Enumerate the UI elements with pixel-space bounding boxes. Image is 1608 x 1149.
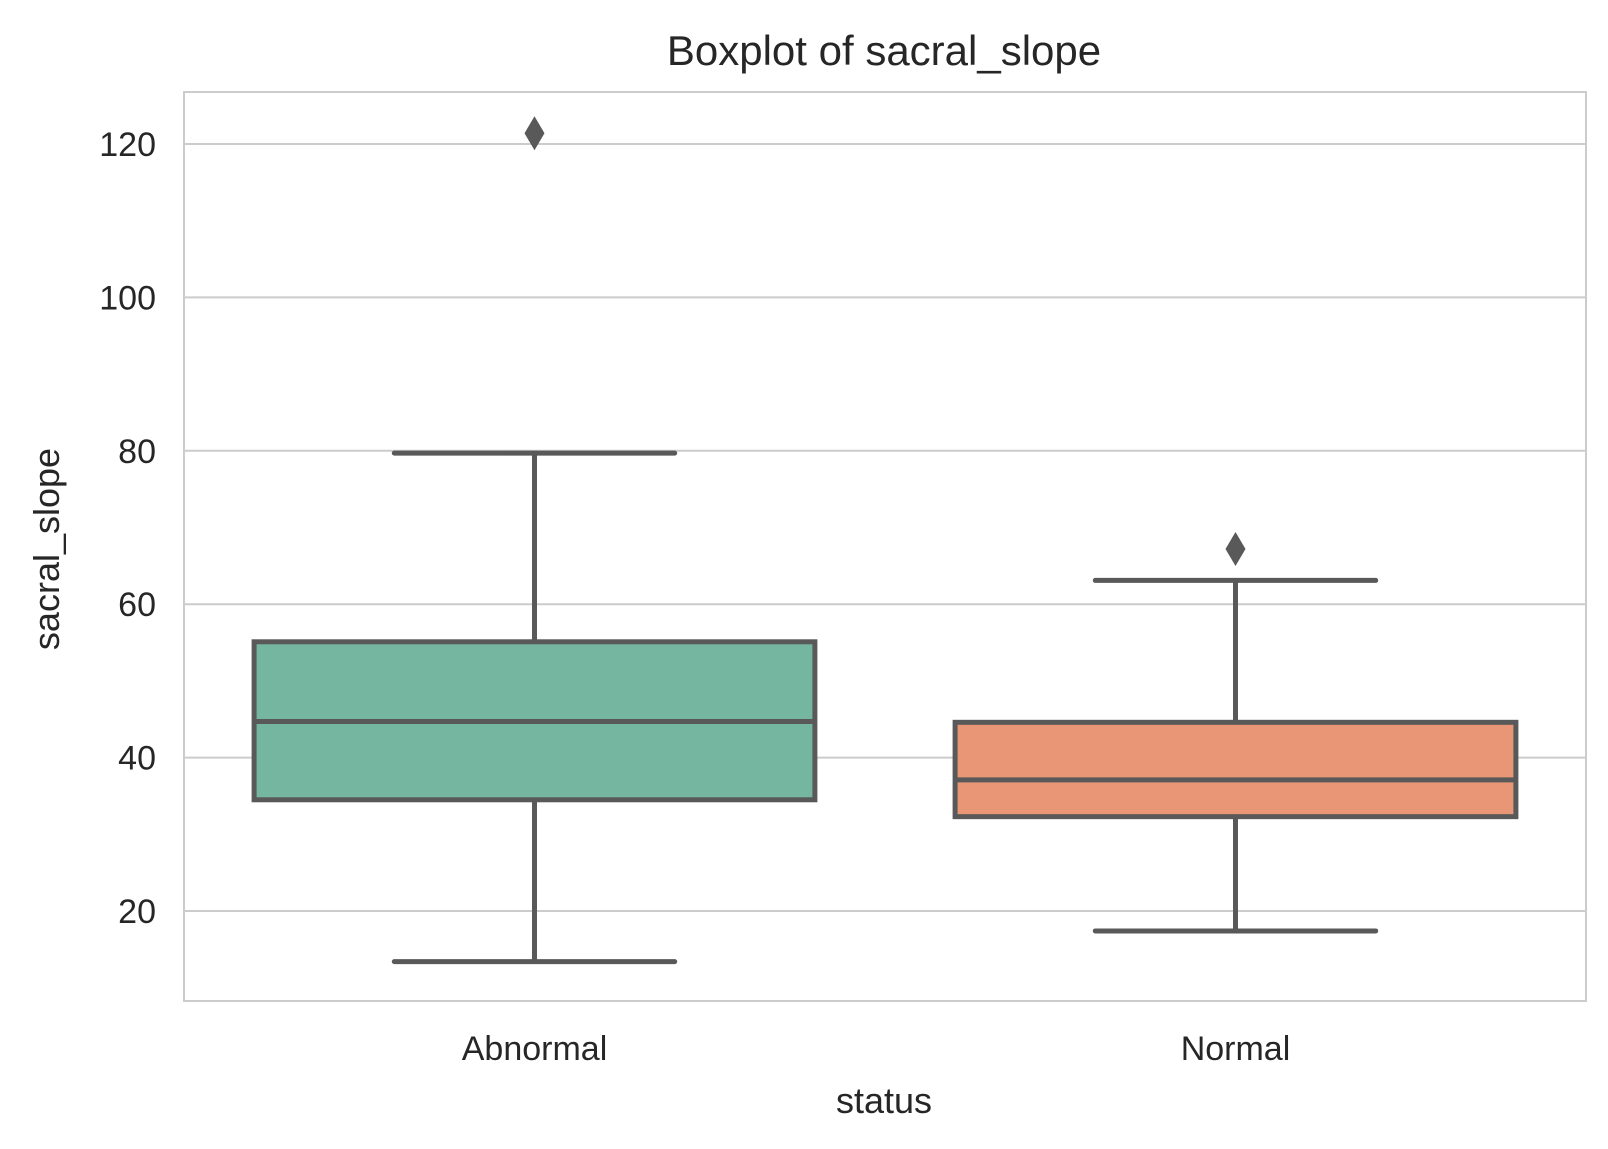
box-body-normal	[952, 719, 1519, 820]
x-tick-label-normal: Normal	[1181, 1030, 1291, 1068]
outlier-marker-normal-0	[1225, 531, 1246, 566]
y-axis-label: sacral_slope	[26, 448, 67, 650]
x-axis-label: status	[836, 1080, 932, 1121]
tick-labels: 20 40 60 80 100 120 Abnormal Normal	[99, 126, 1290, 1068]
box-abnormal	[251, 116, 818, 965]
plot-frame	[183, 91, 1587, 1002]
y-tick-label-20: 20	[118, 893, 156, 931]
box-normal	[952, 531, 1519, 934]
y-tick-label-60: 60	[118, 586, 156, 624]
outlier-marker-abnormal-0	[524, 116, 545, 151]
boxes	[251, 116, 1519, 965]
x-tick-label-abnormal: Abnormal	[462, 1030, 608, 1068]
chart-title: Boxplot of sacral_slope	[667, 27, 1101, 74]
y-tick-label-40: 40	[118, 740, 156, 778]
y-tick-label-80: 80	[118, 433, 156, 471]
y-tick-label-120: 120	[99, 126, 156, 164]
y-tick-label-100: 100	[99, 279, 156, 317]
